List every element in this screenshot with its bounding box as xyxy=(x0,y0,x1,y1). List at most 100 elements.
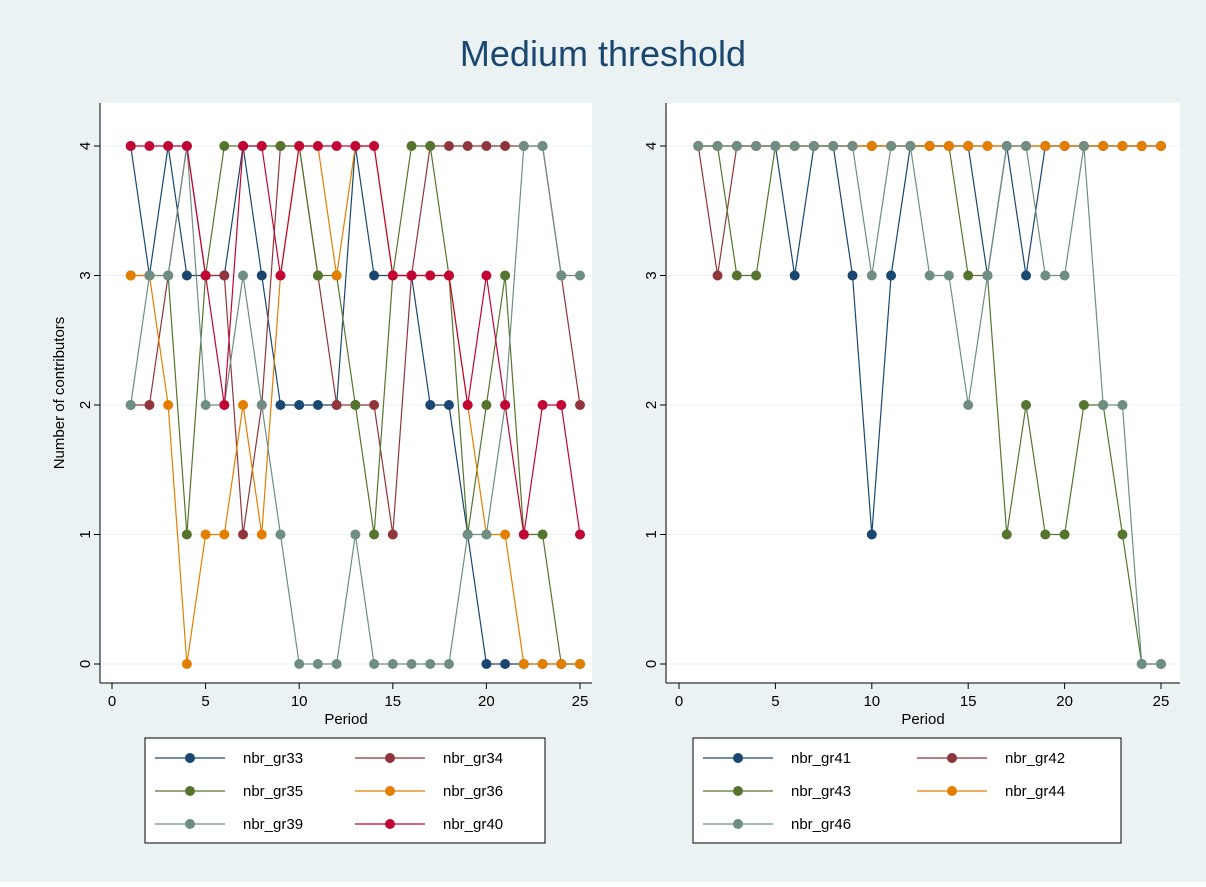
x-tick-label: 15 xyxy=(384,693,401,710)
data-point xyxy=(1078,400,1089,410)
data-point xyxy=(256,529,267,540)
data-point xyxy=(462,529,473,540)
x-tick-label: 0 xyxy=(675,693,683,710)
data-point xyxy=(406,141,417,151)
legend-swatch-marker xyxy=(733,819,743,829)
data-point xyxy=(963,141,974,151)
data-point xyxy=(443,400,454,410)
legend-item: nbr_gr43 xyxy=(703,783,851,800)
data-point xyxy=(387,659,398,669)
data-point xyxy=(537,400,548,410)
data-point xyxy=(144,141,155,151)
legend-item: nbr_gr41 xyxy=(703,750,851,767)
y-tick-label: 0 xyxy=(643,660,660,668)
y-tick-label: 3 xyxy=(643,271,660,279)
legend-swatch-marker xyxy=(185,753,195,763)
legend-swatch-marker xyxy=(947,753,957,763)
data-point xyxy=(518,529,529,540)
data-point xyxy=(462,141,473,151)
data-point xyxy=(238,400,249,410)
data-point xyxy=(712,141,723,151)
legend-label: nbr_gr42 xyxy=(1005,750,1065,767)
data-point xyxy=(537,141,548,151)
legend-label: nbr_gr41 xyxy=(791,750,851,767)
legend-label: nbr_gr35 xyxy=(243,783,303,800)
series-nbr_gr46 xyxy=(693,141,1166,669)
x-tick-label: 25 xyxy=(1153,693,1170,710)
data-point xyxy=(294,400,305,410)
y-tick-label: 2 xyxy=(643,401,660,409)
legend-swatch-marker xyxy=(385,786,395,796)
data-point xyxy=(462,400,473,410)
x-tick-label: 0 xyxy=(108,693,116,710)
data-point xyxy=(275,141,286,151)
legend-swatch-marker xyxy=(733,753,743,763)
data-point xyxy=(312,270,323,281)
data-point xyxy=(924,141,935,151)
data-point xyxy=(886,141,897,151)
data-point xyxy=(1098,141,1109,151)
y-tick-label: 4 xyxy=(77,142,94,150)
data-point xyxy=(982,270,993,281)
data-point xyxy=(866,270,877,281)
data-point xyxy=(200,400,211,410)
legend: nbr_gr41 nbr_gr42 nbr_gr43 nbr_gr44 nbr_gr46 xyxy=(692,737,1122,844)
data-point xyxy=(369,270,380,281)
data-point xyxy=(443,270,454,281)
data-point xyxy=(425,400,436,410)
legend-label: nbr_gr36 xyxy=(443,783,503,800)
x-tick-label: 5 xyxy=(201,693,209,710)
legend-item: nbr_gr40 xyxy=(355,816,503,833)
data-point xyxy=(1156,141,1166,151)
data-point xyxy=(369,529,380,540)
legend-item: nbr_gr46 xyxy=(703,816,851,833)
data-point xyxy=(425,141,436,151)
data-point xyxy=(425,659,436,669)
chart-panel-1: Baseline01234Number of contributors05101… xyxy=(51,103,592,844)
data-point xyxy=(1098,400,1109,410)
plot-area xyxy=(666,103,1180,683)
data-point xyxy=(575,659,585,669)
data-point xyxy=(1040,270,1051,281)
y-tick-label: 4 xyxy=(643,142,660,150)
data-point xyxy=(866,141,877,151)
data-point xyxy=(331,270,342,281)
data-point xyxy=(575,529,585,540)
plot-area xyxy=(100,103,592,683)
data-point xyxy=(789,270,800,281)
data-point xyxy=(1001,141,1012,151)
series-nbr_gr40 xyxy=(125,141,585,540)
data-point xyxy=(256,400,267,410)
data-point xyxy=(219,529,230,540)
data-point xyxy=(481,400,492,410)
data-point xyxy=(125,400,136,410)
data-point xyxy=(943,270,954,281)
data-point xyxy=(1021,400,1032,410)
data-point xyxy=(181,659,192,669)
legend-swatch-marker xyxy=(185,819,195,829)
data-point xyxy=(828,141,839,151)
data-point xyxy=(905,141,916,151)
data-point xyxy=(500,270,511,281)
x-tick-label: 15 xyxy=(960,693,977,710)
data-point xyxy=(556,659,567,669)
data-point xyxy=(312,141,323,151)
x-axis-title: Period xyxy=(324,711,367,728)
data-point xyxy=(443,659,454,669)
data-point xyxy=(500,659,511,669)
data-point xyxy=(866,529,877,540)
data-point xyxy=(847,141,858,151)
data-point xyxy=(1117,529,1128,540)
data-point xyxy=(312,400,323,410)
data-point xyxy=(1078,141,1089,151)
data-point xyxy=(125,141,136,151)
data-point xyxy=(369,400,380,410)
legend-swatch-marker xyxy=(947,786,957,796)
data-point xyxy=(163,141,174,151)
data-point xyxy=(500,529,511,540)
figure-title: Medium threshold xyxy=(460,33,746,74)
data-point xyxy=(163,270,174,281)
data-point xyxy=(181,529,192,540)
